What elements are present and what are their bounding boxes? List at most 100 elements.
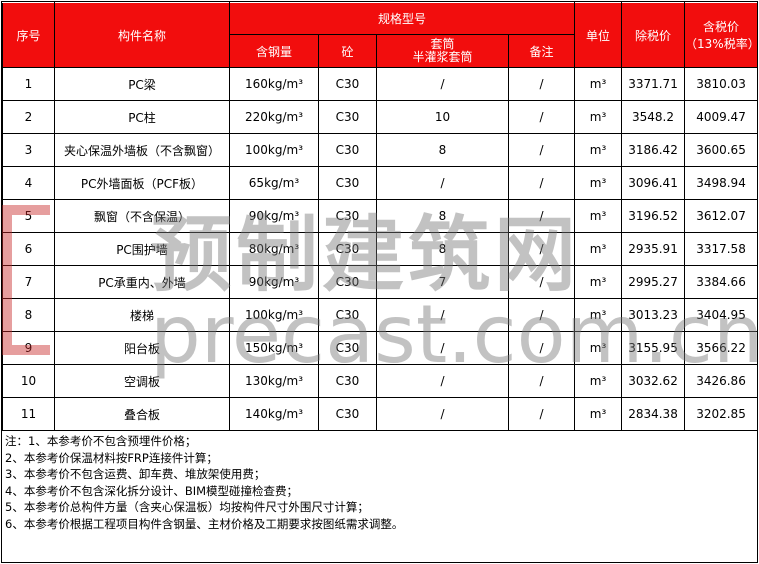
note-line: 5、本参考价总构件方量（含夹心保温板）均按构件尺寸外围尺寸计算； — [5, 500, 369, 514]
notes: 注：1、本参考价不包含预埋件价格； 2、本参考价保温材料按FRP连接件计算； 3、本… — [2, 431, 757, 534]
cell-price-ex: 3096.41 — [621, 166, 686, 200]
cell-sleeve: / — [376, 166, 509, 200]
cell-unit: m³ — [574, 133, 623, 167]
table-row: 3 夹心保温外墙板（不含飘窗） 100kg/m³ C30 8/m³ 3186.42 3600… — [2, 133, 759, 167]
header-concrete: 砼 — [318, 34, 377, 68]
cell-no: 5 — [2, 199, 55, 233]
cell-price-inc: 3498.94 — [684, 166, 759, 200]
cell-remark: / — [507, 265, 576, 299]
cell-unit: m³ — [574, 364, 623, 398]
cell-remark: / — [507, 232, 576, 266]
cell-price-ex: 3155.95 — [621, 331, 686, 365]
cell-name: PC承重内、外墙 — [54, 265, 230, 299]
cell-concrete: C30 — [318, 100, 377, 134]
header-no: 序号 — [2, 2, 55, 68]
cell-concrete: C30 — [318, 133, 377, 167]
cell-no: 2 — [2, 100, 55, 134]
cell-price-inc: 3202.85 — [684, 397, 759, 431]
cell-no: 11 — [2, 397, 55, 431]
cell-concrete: C30 — [318, 67, 377, 101]
cell-name: 楼梯 — [54, 298, 230, 332]
header-text: （13%税率） — [685, 37, 758, 51]
cell-price-inc: 3600.65 — [684, 133, 759, 167]
cell-no: 6 — [2, 232, 55, 266]
cell-sleeve: 8 — [376, 133, 509, 167]
cell-name: 叠合板 — [54, 397, 230, 431]
note-line: 6、本参考价根据工程项目构件含钢量、主材价格及工期要求按图纸需求调整。 — [5, 516, 404, 531]
cell-steel: 90kg/m³ — [229, 265, 319, 299]
table-row: 9 阳台板 150kg/m³ C30// m³ 3155.95 3566.22 — [2, 331, 759, 365]
header-sleeve: 套筒 半灌浆套筒 — [376, 34, 509, 68]
cell-name: PC梁 — [54, 67, 230, 101]
cell-steel: 80kg/m³ — [229, 232, 319, 266]
note-line: 2、本参考价保温材料按FRP连接件计算； — [5, 450, 218, 465]
header-text: 半灌浆套筒 — [412, 50, 473, 64]
cell-sleeve: / — [376, 298, 509, 332]
header-text: 含税价 — [703, 20, 740, 34]
header-steel: 含钢量 — [229, 34, 319, 68]
cell-concrete: C30 — [318, 298, 377, 332]
table-row: 4 PC外墙面板（PCF板） 65kg/m³ C30// m³ 3096.41 3498.9… — [2, 166, 759, 200]
cell-steel: 140kg/m³ — [229, 397, 319, 431]
note-line: 4、本参考价不包含深化拆分设计、BIM模型碰撞检查费； — [5, 483, 299, 498]
cell-price-ex: 3032.62 — [621, 364, 686, 398]
cell-sleeve: 10 — [376, 100, 509, 134]
table-row: 5 飘窗（不含保温） 90kg/m³ C30 8/m³ 3196.52 3612.07 — [2, 199, 759, 233]
cell-unit: m³ — [574, 67, 623, 101]
cell-sleeve: / — [376, 67, 509, 101]
cell-price-ex: 2935.91 — [621, 232, 686, 266]
cell-name: PC柱 — [54, 100, 230, 134]
cell-name: PC外墙面板（PCF板） — [54, 166, 230, 200]
cell-price-inc: 3426.86 — [684, 364, 759, 398]
table-row: 10 空调板 130kg/m³ C30// m³ 3032.62 3426.86 — [2, 364, 759, 398]
cell-concrete: C30 — [318, 364, 377, 398]
cell-name: PC围护墙 — [54, 232, 230, 266]
table-row: 2 PC柱 220kg/m³ C30 10/m³ 3548.2 4009.47 — [2, 100, 759, 134]
cell-price-inc: 3810.03 — [684, 67, 759, 101]
cell-remark: / — [507, 67, 576, 101]
cell-price-inc: 3612.07 — [684, 199, 759, 233]
cell-price-inc: 3566.22 — [684, 331, 759, 365]
cell-price-ex: 2834.38 — [621, 397, 686, 431]
cell-price-ex: 2995.27 — [621, 265, 686, 299]
header-price-ex: 除税价 — [621, 2, 686, 68]
header-remark: 备注 — [507, 34, 576, 68]
cell-no: 3 — [2, 133, 55, 167]
cell-remark: / — [507, 331, 576, 365]
cell-remark: / — [507, 397, 576, 431]
cell-sleeve: 7 — [376, 265, 509, 299]
note-line: 注：1、本参考价不包含预埋件价格； — [5, 434, 197, 448]
cell-unit: m³ — [574, 100, 623, 134]
cell-remark: / — [507, 199, 576, 233]
cell-remark: / — [507, 364, 576, 398]
cell-concrete: C30 — [318, 265, 377, 299]
cell-price-inc: 3404.95 — [684, 298, 759, 332]
cell-name: 空调板 — [54, 364, 230, 398]
cell-sleeve: 8 — [376, 232, 509, 266]
cell-remark: / — [507, 298, 576, 332]
cell-sleeve: / — [376, 331, 509, 365]
cell-steel: 100kg/m³ — [229, 298, 319, 332]
cell-concrete: C30 — [318, 166, 377, 200]
cell-no: 9 — [2, 331, 55, 365]
cell-no: 8 — [2, 298, 55, 332]
cell-no: 1 — [2, 67, 55, 101]
price-table: 序号 构件名称 规格型号 单位 除税价 含税价 （13%税率） 含钢量 砼 套筒半… — [2, 2, 759, 431]
header-spec: 规格型号 — [228, 2, 576, 35]
note-line: 3、本参考价不包含运费、卸车费、堆放架使用费； — [5, 467, 266, 481]
cell-price-inc: 3384.66 — [684, 265, 759, 299]
cell-sleeve: / — [376, 364, 509, 398]
cell-steel: 130kg/m³ — [229, 364, 319, 398]
cell-sleeve: / — [376, 397, 509, 431]
cell-sleeve: 8 — [376, 199, 509, 233]
cell-unit: m³ — [574, 331, 623, 365]
cell-price-inc: 3317.58 — [684, 232, 759, 266]
cell-no: 4 — [2, 166, 55, 200]
cell-price-ex: 3548.2 — [621, 100, 686, 134]
cell-remark: / — [507, 166, 576, 200]
table-row: 1 PC梁 160kg/m³ C30// m³ 3371.71 3810.03 — [2, 67, 759, 101]
cell-concrete: C30 — [318, 199, 377, 233]
cell-remark: / — [507, 100, 576, 134]
